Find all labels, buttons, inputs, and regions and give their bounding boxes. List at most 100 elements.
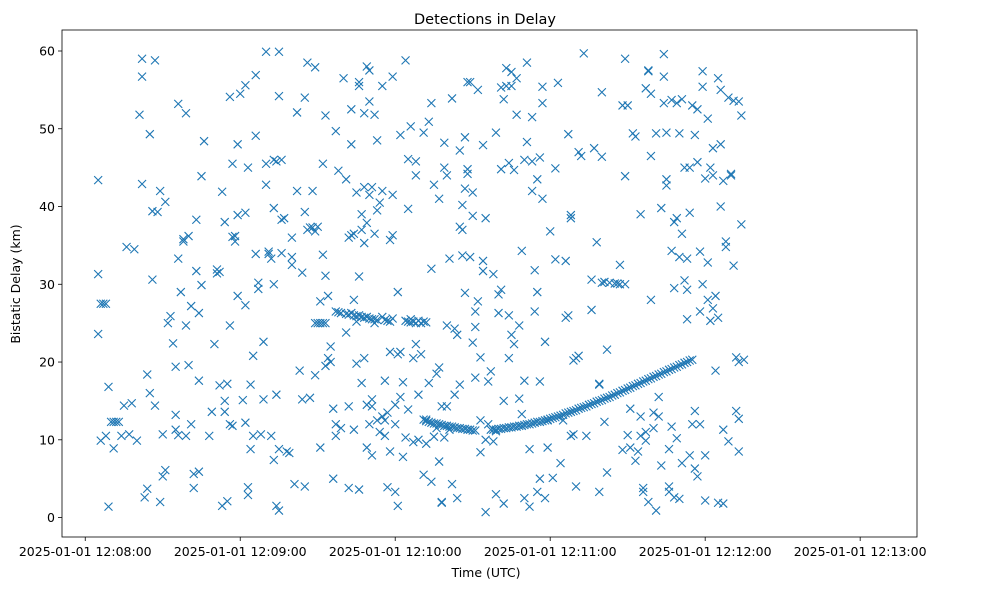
- data-point: [300, 207, 310, 217]
- data-point: [447, 422, 457, 431]
- data-point: [321, 318, 330, 328]
- data-point: [424, 417, 434, 427]
- data-point: [362, 62, 372, 71]
- data-point: [225, 92, 235, 102]
- data-point: [682, 254, 692, 264]
- data-point: [354, 485, 364, 494]
- data-point: [457, 225, 467, 235]
- data-point: [636, 209, 645, 219]
- data-point: [669, 492, 679, 502]
- data-point: [527, 112, 537, 122]
- data-point: [140, 492, 150, 502]
- data-point: [321, 111, 330, 120]
- data-point: [341, 174, 351, 184]
- data-point: [220, 217, 230, 227]
- data-point: [623, 384, 633, 393]
- data-point: [470, 373, 480, 382]
- data-point: [228, 159, 237, 169]
- data-point: [589, 398, 599, 408]
- data-point: [677, 458, 687, 468]
- data-point: [631, 132, 640, 141]
- data-point: [145, 129, 155, 139]
- data-point: [207, 407, 217, 417]
- data-point: [597, 152, 607, 162]
- data-point: [569, 406, 578, 416]
- data-point: [328, 474, 338, 484]
- data-point: [189, 469, 199, 479]
- data-point: [429, 180, 439, 190]
- data-point: [716, 202, 726, 211]
- data-point: [703, 258, 713, 267]
- data-point: [540, 415, 550, 425]
- data-point: [184, 231, 193, 241]
- data-point: [357, 225, 367, 235]
- data-point: [93, 175, 103, 185]
- data-point: [468, 426, 478, 435]
- data-point: [403, 405, 413, 414]
- data-point: [662, 181, 671, 190]
- data-point: [649, 423, 658, 433]
- data-point: [739, 355, 749, 365]
- data-point: [654, 412, 664, 421]
- x-axis: 2025-01-01 12:08:00 2025-01-01 12:09:00 20…: [19, 537, 927, 559]
- data-point: [323, 353, 333, 363]
- data-point: [272, 390, 281, 400]
- data-point: [315, 443, 325, 452]
- data-point: [357, 378, 367, 388]
- data-point: [388, 190, 398, 200]
- data-point: [736, 111, 746, 120]
- data-point: [610, 390, 620, 400]
- data-point: [643, 66, 653, 76]
- data-point: [186, 301, 196, 311]
- data-point: [636, 412, 645, 421]
- data-point: [711, 291, 720, 301]
- data-point: [620, 279, 630, 289]
- data-point: [421, 439, 431, 449]
- data-point: [519, 493, 529, 503]
- data-point: [550, 255, 560, 264]
- data-point: [574, 147, 584, 157]
- data-point: [318, 318, 328, 328]
- data-point: [179, 234, 188, 244]
- data-point: [618, 386, 627, 396]
- data-point: [370, 229, 379, 239]
- data-point: [150, 401, 160, 410]
- data-point: [372, 136, 382, 145]
- data-point: [248, 351, 258, 361]
- data-point: [512, 110, 522, 120]
- data-point: [137, 54, 147, 64]
- data-point: [667, 422, 676, 431]
- data-point: [388, 72, 398, 82]
- data-point: [507, 330, 516, 340]
- data-point: [390, 419, 400, 429]
- data-point: [656, 369, 666, 379]
- data-point: [326, 342, 336, 351]
- data-point: [535, 377, 545, 386]
- data-point: [512, 73, 522, 83]
- data-point: [538, 416, 547, 426]
- data-point: [372, 206, 382, 215]
- data-point: [390, 487, 400, 497]
- data-point: [434, 457, 444, 466]
- data-point: [452, 330, 462, 340]
- y-tick-label: 40: [39, 199, 55, 214]
- data-point: [556, 411, 565, 421]
- data-point: [395, 392, 405, 402]
- data-point: [468, 188, 478, 197]
- data-point: [385, 235, 395, 245]
- data-point: [486, 366, 496, 376]
- data-point: [602, 393, 612, 403]
- data-point: [460, 288, 470, 298]
- data-point: [241, 418, 250, 428]
- data-point: [703, 114, 713, 124]
- data-point: [284, 448, 294, 458]
- data-point: [651, 506, 661, 515]
- data-point: [305, 223, 315, 232]
- data-point: [98, 299, 108, 309]
- data-point: [173, 99, 183, 109]
- data-point: [571, 405, 581, 415]
- data-point: [667, 364, 676, 374]
- data-point: [713, 313, 723, 323]
- data-point: [122, 242, 131, 252]
- data-point: [525, 444, 534, 454]
